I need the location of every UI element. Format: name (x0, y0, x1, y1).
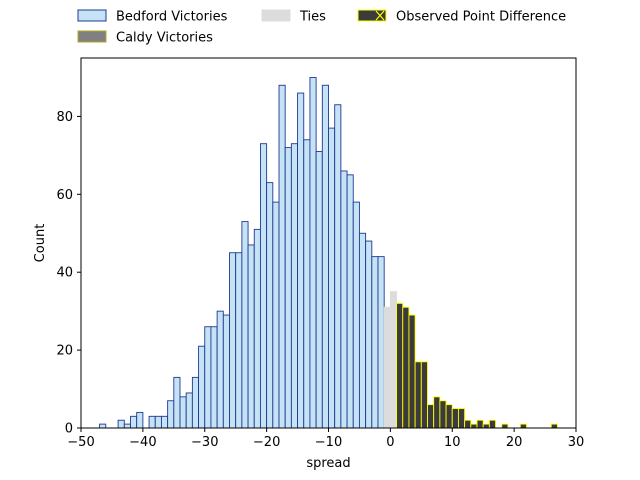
y-axis-label: Count (33, 224, 48, 263)
y-tick-label: 80 (56, 110, 73, 125)
histogram-bar (167, 400, 175, 429)
x-tick-label: −20 (253, 435, 280, 450)
histogram-bar (117, 419, 125, 429)
histogram-bar (352, 201, 360, 429)
histogram-bar (377, 256, 385, 429)
histogram-bar (488, 419, 497, 429)
histogram-bar (99, 423, 107, 429)
histogram-bar (290, 143, 299, 429)
histogram-bar (272, 201, 280, 429)
histogram-bar (402, 306, 410, 429)
histogram-bar (445, 404, 453, 429)
histogram-bar (457, 408, 466, 429)
histogram-bar (309, 77, 317, 429)
histogram-bar (173, 376, 181, 429)
legend-swatch (77, 30, 107, 43)
histogram-bar (365, 240, 373, 429)
x-tick-label: −50 (67, 435, 94, 450)
legend-label: Caldy Victories (116, 31, 213, 46)
histogram-bar (154, 415, 162, 429)
legend-swatch (357, 9, 387, 22)
histogram-bar (123, 423, 131, 429)
histogram-bar (148, 415, 156, 429)
histogram-bar (328, 127, 336, 429)
histogram-bar (340, 170, 348, 429)
x-tick-label: −40 (129, 435, 156, 450)
histogram-bars (99, 77, 558, 429)
x-tick-label: −30 (191, 435, 218, 450)
histogram-bar (470, 423, 478, 429)
histogram-bar (266, 182, 274, 429)
histogram-bar (247, 244, 255, 429)
legend-hatch-icon (375, 10, 385, 21)
legend: Bedford Victories Caldy Victories Ties Obse… (77, 9, 566, 46)
x-axis-label: spread (306, 456, 350, 471)
axes: −50 −40 −30 −20 −10 0 10 20 30 0 20 40 60 80 spread Cou… (33, 57, 585, 471)
histogram-bar (198, 345, 206, 429)
histogram-bar (433, 396, 441, 429)
histogram-bar (204, 326, 212, 429)
histogram-bar (383, 306, 391, 429)
histogram-bar (179, 396, 187, 429)
histogram-bar (315, 151, 323, 429)
histogram-bar (396, 302, 404, 429)
histogram-bar (130, 415, 138, 429)
histogram-bar (278, 84, 286, 429)
histogram-bar (358, 232, 367, 429)
histogram-bar (241, 221, 249, 429)
x-tick-label: 20 (506, 435, 523, 450)
x-tick-label: 0 (386, 435, 394, 450)
x-tick-label: 10 (444, 435, 461, 450)
histogram-bar (550, 423, 558, 429)
histogram-bar (408, 314, 416, 429)
x-tick-label: −10 (315, 435, 342, 450)
y-tick-label: 60 (56, 188, 73, 203)
legend-swatch (77, 9, 107, 22)
histogram-bar (284, 147, 292, 429)
y-tick-label: 40 (56, 266, 73, 281)
histogram-bar (439, 400, 447, 429)
histogram-bar (334, 104, 342, 429)
histogram-bar (427, 404, 435, 429)
histogram-bar (321, 84, 329, 429)
histogram-bar (519, 423, 527, 429)
histogram-bar (482, 423, 490, 429)
histogram-bar (476, 419, 484, 429)
histogram-bar (451, 408, 459, 429)
histogram-bar (297, 92, 305, 429)
histogram-bar (346, 174, 354, 429)
histogram-bar (185, 392, 193, 429)
histogram-bar (303, 139, 311, 429)
histogram-bar (235, 252, 243, 429)
histogram-bar (259, 143, 268, 429)
histogram-bar (136, 411, 144, 429)
histogram-bar (464, 419, 472, 429)
histogram-bar (371, 256, 379, 429)
histogram-bar (414, 361, 422, 429)
legend-swatch (261, 9, 291, 22)
legend-label: Bedford Victories (116, 10, 228, 25)
histogram-bar (229, 252, 237, 429)
y-tick-label: 0 (65, 422, 73, 437)
legend-label: Ties (299, 10, 326, 25)
histogram-bar (420, 361, 428, 429)
histogram-bar (501, 423, 509, 429)
histogram-bar (191, 376, 200, 429)
histogram-bar (253, 228, 261, 429)
legend-label: Observed Point Difference (396, 10, 566, 25)
histogram-bar (389, 291, 398, 429)
histogram-bar (210, 326, 218, 429)
histogram-bar (160, 415, 169, 429)
x-tick-label: 30 (568, 435, 585, 450)
y-tick-label: 20 (56, 344, 73, 359)
histogram-bar (216, 310, 224, 429)
histogram-bar (222, 314, 230, 429)
